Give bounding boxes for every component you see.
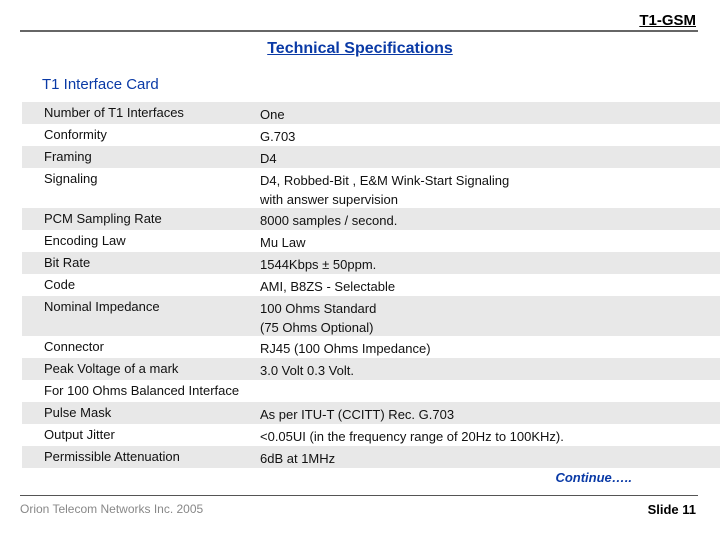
spec-row-interfaces: Number of T1 Interfaces One: [22, 102, 720, 124]
spec-value: 6dB at 1MHz: [260, 451, 336, 466]
spec-value: 8000 samples / second.: [260, 213, 398, 228]
spec-value: 3.0 Volt 0.3 Volt.: [260, 363, 354, 378]
spec-row-bitrate: Bit Rate 1544Kbps ± 50ppm.: [22, 252, 720, 274]
spec-row-framing: Framing D4: [22, 146, 720, 168]
spec-label: Encoding Law: [44, 233, 126, 248]
spec-value: Mu Law: [260, 235, 306, 250]
spec-label: Code: [44, 277, 76, 292]
slide-number: Slide 11: [647, 502, 696, 517]
spec-label: PCM Sampling Rate: [44, 211, 162, 226]
spec-value-line-1: 100 Ohms Standard: [260, 301, 377, 316]
spec-row-peak-voltage: Peak Voltage of a mark 3.0 Volt 0.3 Volt…: [22, 358, 720, 380]
spec-row-impedance: Nominal Impedance 100 Ohms Standard (75 …: [22, 296, 720, 336]
continue-link[interactable]: Continue…..: [555, 470, 632, 485]
spec-label: Bit Rate: [44, 255, 91, 270]
spec-row-connector: Connector RJ45 (100 Ohms Impedance): [22, 336, 720, 358]
spec-value: As per ITU-T (CCITT) Rec. G.703: [260, 407, 455, 422]
spec-row-code: Code AMI, B8ZS - Selectable: [22, 274, 720, 296]
spec-label: Connector: [44, 339, 104, 354]
spec-value: One: [260, 107, 285, 122]
spec-label: Peak Voltage of a mark: [44, 361, 179, 376]
spec-label: For 100 Ohms Balanced Interface: [44, 383, 240, 398]
spec-row-output-jitter: Output Jitter <0.05UI (in the frequency …: [22, 424, 720, 446]
spec-value: 100 Ohms Standard (75 Ohms Optional): [260, 299, 376, 337]
brand-title: T1-GSM: [639, 12, 696, 29]
spec-table: Number of T1 Interfaces One Conformity G…: [22, 102, 720, 468]
spec-row-sampling: PCM Sampling Rate 8000 samples / second.: [22, 208, 720, 230]
spec-value-line-1: D4, Robbed-Bit , E&M Wink-Start Signalin…: [260, 173, 510, 188]
spec-row-conformity: Conformity G.703: [22, 124, 720, 146]
spec-label: Framing: [44, 149, 92, 164]
page-title: Technical Specifications: [267, 40, 453, 57]
section-title: T1 Interface Card: [42, 76, 159, 93]
spec-value-line-2: (75 Ohms Optional): [260, 320, 374, 335]
bottom-divider: [20, 495, 698, 496]
spec-row-pulse-mask: Pulse Mask As per ITU-T (CCITT) Rec. G.7…: [22, 402, 720, 424]
spec-label: Number of T1 Interfaces: [44, 105, 184, 120]
spec-value-line-2: with answer supervision: [260, 192, 399, 207]
spec-value: D4, Robbed-Bit , E&M Wink-Start Signalin…: [260, 171, 509, 209]
spec-value: D4: [260, 151, 277, 166]
spec-row-balanced-interface: For 100 Ohms Balanced Interface: [22, 380, 720, 402]
spec-row-encoding: Encoding Law Mu Law: [22, 230, 720, 252]
spec-row-signaling: Signaling D4, Robbed-Bit , E&M Wink-Star…: [22, 168, 720, 208]
spec-label: Output Jitter: [44, 427, 115, 442]
spec-label: Pulse Mask: [44, 405, 112, 420]
top-divider: [20, 30, 698, 32]
spec-value: <0.05UI (in the frequency range of 20Hz …: [260, 429, 564, 444]
spec-label: Permissible Attenuation: [44, 449, 180, 464]
spec-value: G.703: [260, 129, 296, 144]
spec-value: 1544Kbps ± 50ppm.: [260, 257, 377, 272]
spec-label: Signaling: [44, 171, 98, 186]
spec-row-attenuation: Permissible Attenuation 6dB at 1MHz: [22, 446, 720, 468]
spec-label: Conformity: [44, 127, 107, 142]
spec-value: AMI, B8ZS - Selectable: [260, 279, 396, 294]
spec-label: Nominal Impedance: [44, 299, 160, 314]
spec-value: RJ45 (100 Ohms Impedance): [260, 341, 431, 356]
footer-company: Orion Telecom Networks Inc. 2005: [20, 502, 204, 516]
